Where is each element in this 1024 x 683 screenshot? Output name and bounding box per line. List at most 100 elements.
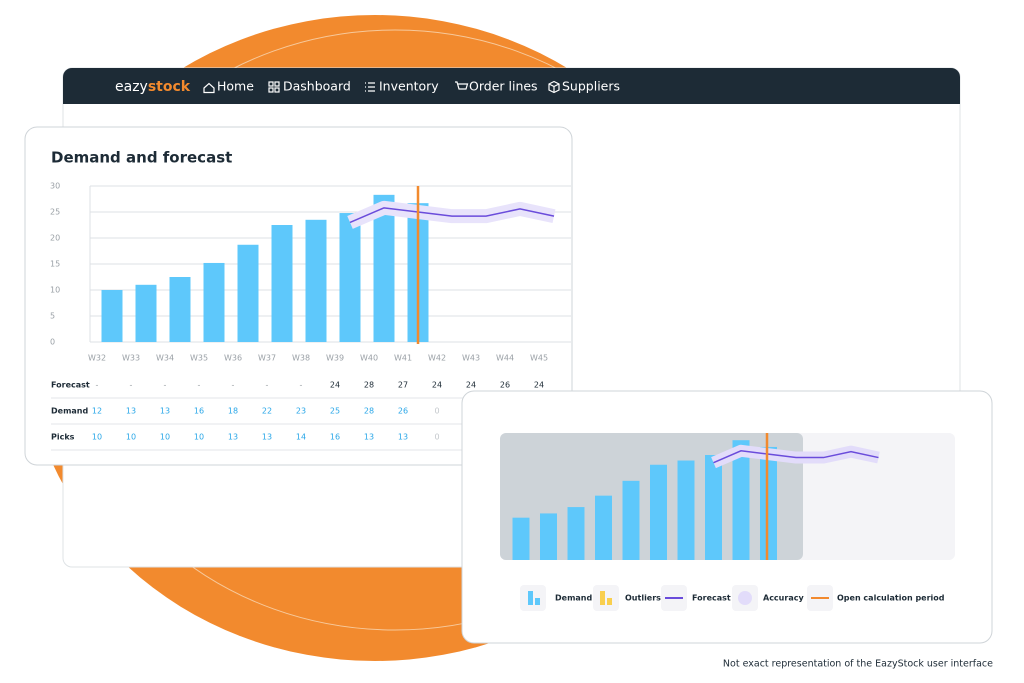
x-tick-label: W32 — [88, 354, 106, 363]
x-tick-label: W43 — [462, 354, 480, 363]
x-tick-label: W44 — [496, 354, 514, 363]
x-tick-label: W42 — [428, 354, 446, 363]
legend-icon — [738, 591, 752, 605]
nav-item[interactable]: Inventory — [379, 79, 439, 94]
home-icon — [203, 82, 215, 94]
nav-item[interactable]: Order lines — [469, 79, 538, 94]
bar — [373, 194, 395, 342]
logo-part: eazy — [115, 79, 148, 95]
dashboard-icon — [268, 81, 280, 93]
row-label: Forecast — [51, 381, 90, 390]
table-cell: 10 — [160, 433, 170, 442]
x-tick-label: W35 — [190, 354, 208, 363]
table-cell: 26 — [398, 407, 408, 416]
table-cell: 13 — [160, 407, 170, 416]
x-tick-label: W34 — [156, 354, 174, 363]
table-cell: 13 — [262, 433, 272, 442]
y-tick-label: 5 — [50, 312, 55, 321]
table-cell: 24 — [466, 381, 476, 390]
preview-chart — [512, 440, 880, 560]
y-tick-label: 25 — [50, 208, 60, 217]
table-cell: - — [96, 381, 99, 390]
logo-part: stock — [148, 79, 191, 95]
table-cell: - — [130, 381, 133, 390]
legend-icon — [600, 591, 605, 605]
preview-bar — [705, 455, 722, 560]
row-label: Picks — [51, 433, 75, 442]
preview-bar — [595, 495, 612, 560]
table-cell: - — [300, 381, 303, 390]
forecast-line — [349, 207, 555, 224]
table-cell: 14 — [296, 433, 306, 442]
y-tick-label: 20 — [50, 234, 60, 243]
table-cell: 13 — [126, 407, 136, 416]
row-label: Demand — [51, 407, 88, 416]
chart-title: Demand and forecast — [51, 149, 232, 167]
bar — [237, 244, 259, 342]
table-cell: 18 — [228, 407, 238, 416]
preview-bar — [512, 517, 530, 560]
nav-item[interactable]: Suppliers — [562, 79, 620, 94]
legend-label: Open calculation period — [837, 594, 945, 603]
logo[interactable]: eazystock — [115, 79, 191, 95]
table-cell: 13 — [364, 433, 374, 442]
y-tick-label: 0 — [50, 338, 55, 347]
table-cell: 13 — [228, 433, 238, 442]
cart-icon — [455, 81, 469, 90]
table-cell: 12 — [92, 407, 102, 416]
navbar — [63, 68, 960, 104]
table-cell: - — [266, 381, 269, 390]
nav-item[interactable]: Home — [217, 79, 254, 94]
x-tick-label: W38 — [292, 354, 310, 363]
box-icon — [548, 80, 560, 94]
x-tick-label: W36 — [224, 354, 242, 363]
footnote: Not exact representation of the EazyStoc… — [723, 659, 993, 670]
x-tick-label: W45 — [530, 354, 548, 363]
table-cell: 0 — [434, 433, 439, 442]
preview-bar — [622, 480, 640, 560]
bar — [203, 262, 225, 342]
legend-label: Outliers — [625, 594, 661, 603]
table-cell: 10 — [126, 433, 136, 442]
legend-label: Accuracy — [763, 594, 804, 603]
table-cell: 10 — [194, 433, 204, 442]
table-cell: 27 — [398, 381, 408, 390]
table-cell: 10 — [92, 433, 102, 442]
bar — [305, 219, 327, 342]
table-cell: 0 — [434, 407, 439, 416]
bar — [169, 277, 191, 342]
y-tick-label: 15 — [50, 260, 60, 269]
table-cell: 28 — [364, 407, 374, 416]
nav-icons — [203, 80, 560, 94]
table-cell: 24 — [330, 381, 340, 390]
legend-icon — [607, 598, 612, 605]
bar — [271, 225, 293, 342]
table-cell: 13 — [398, 433, 408, 442]
nav-item[interactable]: Dashboard — [283, 79, 351, 94]
preview-bar — [540, 513, 557, 560]
preview-bar — [732, 440, 750, 560]
bar — [101, 290, 123, 342]
preview-forecast-line — [713, 450, 879, 464]
y-tick-label: 30 — [50, 182, 60, 191]
x-tick-label: W40 — [360, 354, 378, 363]
table-cell: 22 — [262, 407, 272, 416]
legend-label: Demand — [555, 594, 592, 603]
main-chart — [89, 185, 571, 344]
table-cell: 24 — [432, 381, 442, 390]
table-cell: 23 — [296, 407, 306, 416]
legend: Demand Outliers Forecast Accuracy Open c… — [520, 585, 945, 611]
legend-icon — [535, 598, 540, 605]
table-cell: 24 — [534, 381, 544, 390]
legend-icon — [528, 591, 533, 605]
preview-bar — [760, 446, 777, 560]
preview-bar — [567, 507, 585, 560]
x-tick-label: W41 — [394, 354, 412, 363]
inventory-icon — [365, 82, 375, 92]
table-cell: - — [198, 381, 201, 390]
preview-bar — [650, 464, 667, 560]
table-cell: 16 — [194, 407, 204, 416]
bar — [135, 284, 157, 342]
